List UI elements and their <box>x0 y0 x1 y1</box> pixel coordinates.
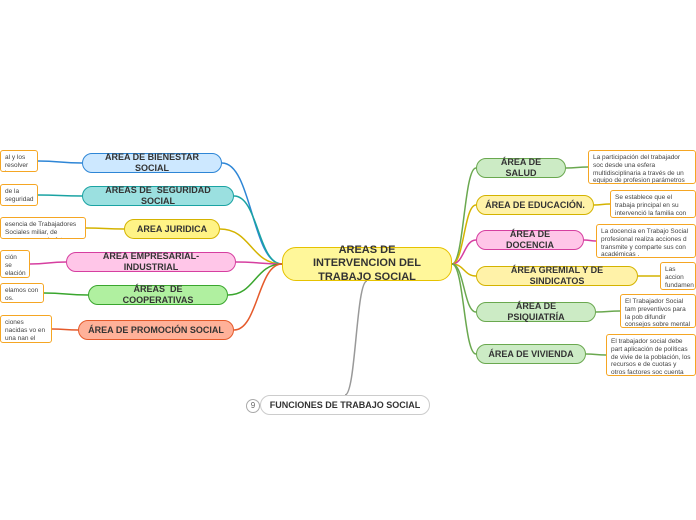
node-gremial[interactable]: ÁREA GREMIAL Y DE SINDICATOS <box>476 266 638 286</box>
node-docencia[interactable]: ÁREA DE DOCENCIA <box>476 230 584 250</box>
node-center[interactable]: AREAS DE INTERVENCION DEL TRABAJO SOCIAL <box>282 247 452 281</box>
node-promocion[interactable]: ÁREA DE PROMOCIÓN SOCIAL <box>78 320 234 340</box>
node-psiquiatria[interactable]: ÁREA DE PSIQUIATRÍA <box>476 302 596 322</box>
node-salud[interactable]: ÁREA DE SALUD <box>476 158 566 178</box>
note-left-0: al y los resolver la <box>0 150 38 172</box>
note-left-2: esencia de Trabajadores Sociales miliar,… <box>0 217 86 239</box>
mindmap-canvas: { "center": { "label": "AREAS DE INTERVE… <box>0 0 696 520</box>
note-right-5: El trabajador social debe part aplicació… <box>606 334 696 376</box>
node-vivienda[interactable]: ÁREA DE VIVIENDA <box>476 344 586 364</box>
note-right-1: Se establece que el trabaja principal en… <box>610 190 696 218</box>
note-left-1: de la seguridad <box>0 184 38 206</box>
node-juridica[interactable]: AREA JURIDICA <box>124 219 220 239</box>
node-empresarial[interactable]: AREA EMPRESARIAL- INDUSTRIAL <box>66 252 236 272</box>
node-cooperativas[interactable]: ÁREAS DE COOPERATIVAS <box>88 285 228 305</box>
note-left-3: ción se elación dades. <box>0 250 30 278</box>
note-left-4: elamos con os. <box>0 283 44 303</box>
node-seguridad[interactable]: AREAS DE SEGURIDAD SOCIAL <box>82 186 234 206</box>
note-right-2: La docencia en Trabajo Social profesiona… <box>596 224 696 258</box>
node-funciones[interactable]: FUNCIONES DE TRABAJO SOCIAL <box>260 395 430 415</box>
expander-funciones[interactable]: 9 <box>246 399 260 413</box>
node-bienestar[interactable]: AREA DE BIENESTAR SOCIAL <box>82 153 222 173</box>
note-right-0: La participación del trabajador soc desd… <box>588 150 696 184</box>
note-right-3: Las accion fundamen como ase <box>660 262 696 290</box>
note-right-4: El Trabajador Social tam preventivos par… <box>620 294 696 328</box>
node-educacion[interactable]: ÁREA DE EDUCACIÓN. <box>476 195 594 215</box>
note-left-5: ciones nacidas vo en una nan el <box>0 315 52 343</box>
